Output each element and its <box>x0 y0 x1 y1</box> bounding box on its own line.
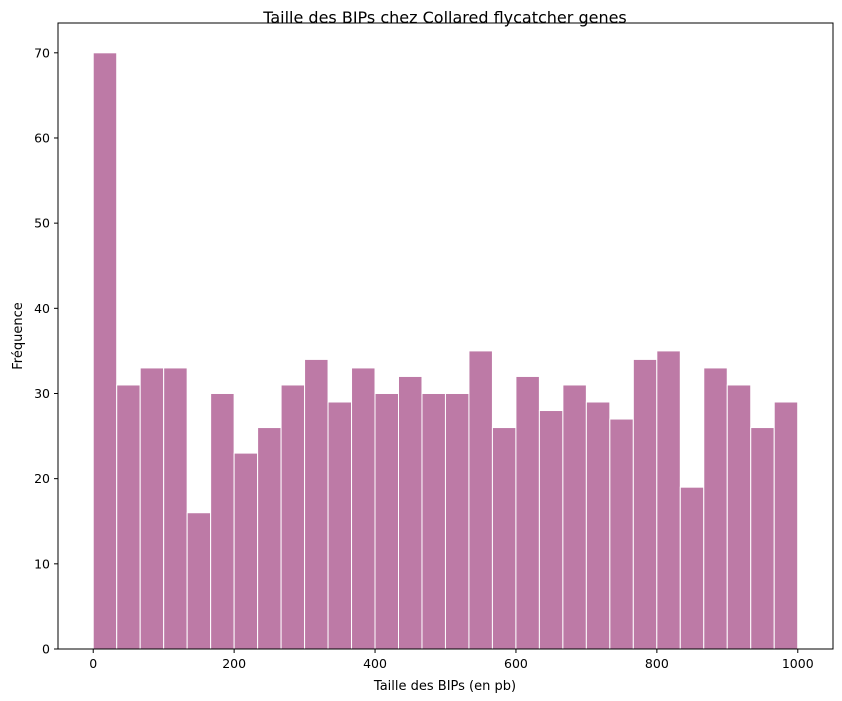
y-tick-label: 70 <box>34 45 50 60</box>
histogram-bar <box>726 384 752 650</box>
histogram-bar <box>421 392 446 650</box>
y-axis-label: Fréquence <box>11 302 26 369</box>
plot-frame <box>57 22 834 650</box>
histogram-bar <box>351 367 376 650</box>
histogram-bar <box>444 392 470 650</box>
histogram-bar <box>679 486 705 650</box>
y-tick-label: 0 <box>42 642 50 657</box>
histogram-bar <box>468 350 493 650</box>
histogram-bar <box>562 384 587 650</box>
histogram-bar <box>186 512 212 650</box>
x-axis-label: Taille des BIPs (en pb) <box>373 679 516 694</box>
histogram-bar <box>139 367 165 650</box>
y-axis: 0 10 20 30 40 50 60 70 <box>34 45 58 657</box>
x-tick-label: 600 <box>504 656 528 671</box>
histogram-bar <box>538 410 564 650</box>
x-tick-label: 0 <box>89 656 97 671</box>
histogram-bar <box>280 384 306 650</box>
y-tick-label: 60 <box>34 130 50 145</box>
histogram-bar <box>210 392 235 650</box>
histogram-bar <box>632 358 658 650</box>
histogram-bar <box>257 427 282 650</box>
histogram-bar <box>750 427 775 650</box>
histogram-bar <box>515 375 540 650</box>
y-tick-label: 20 <box>34 471 50 486</box>
x-axis: 0 200 400 600 800 1000 <box>89 649 814 671</box>
y-tick-label: 10 <box>34 556 50 571</box>
histogram-bar <box>585 401 611 650</box>
histogram-bar <box>609 418 634 650</box>
y-tick-label: 30 <box>34 386 50 401</box>
histogram-bar <box>327 401 353 650</box>
histogram-bar <box>397 375 423 650</box>
histogram-bar <box>773 401 799 650</box>
chart-title: Taille des BIPs chez Collared flycatcher… <box>262 8 627 27</box>
histogram-bar <box>233 452 259 650</box>
x-tick-label: 200 <box>222 656 246 671</box>
histogram-bar <box>703 367 728 650</box>
histogram-bar <box>656 350 681 650</box>
y-tick-label: 40 <box>34 301 50 316</box>
histogram-bar <box>163 367 188 650</box>
histogram-bar <box>304 358 329 650</box>
bars-group <box>92 52 799 650</box>
y-tick-label: 50 <box>34 216 50 231</box>
histogram-bar <box>116 384 141 650</box>
x-tick-label: 400 <box>363 656 387 671</box>
x-tick-label: 800 <box>645 656 669 671</box>
histogram-bar <box>92 52 118 650</box>
histogram-bar <box>491 427 517 650</box>
x-tick-label: 1000 <box>782 656 814 671</box>
histogram-bar <box>374 392 399 650</box>
